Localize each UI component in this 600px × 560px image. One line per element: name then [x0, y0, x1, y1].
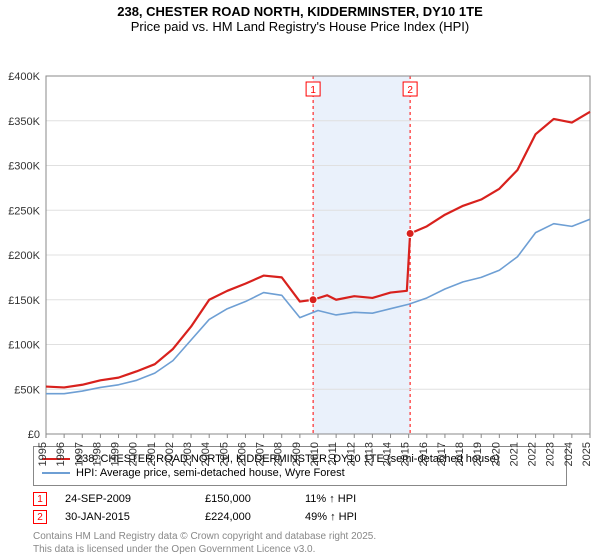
- svg-text:2013: 2013: [363, 442, 375, 466]
- svg-text:2000: 2000: [128, 442, 140, 466]
- chart-container: 238, CHESTER ROAD NORTH, KIDDERMINSTER, …: [0, 0, 600, 440]
- svg-text:1999: 1999: [110, 442, 122, 466]
- event-row: 2 30-JAN-2015 £224,000 49% ↑ HPI: [33, 510, 567, 524]
- svg-text:2015: 2015: [400, 442, 412, 466]
- svg-text:2019: 2019: [472, 442, 484, 466]
- event-row: 1 24-SEP-2009 £150,000 11% ↑ HPI: [33, 492, 567, 506]
- svg-text:£400K: £400K: [8, 71, 40, 83]
- svg-text:2014: 2014: [382, 442, 394, 466]
- svg-text:2025: 2025: [581, 442, 593, 466]
- svg-text:2012: 2012: [345, 442, 357, 466]
- svg-text:£200K: £200K: [8, 250, 40, 262]
- svg-text:1995: 1995: [37, 442, 49, 466]
- svg-text:2016: 2016: [418, 442, 430, 466]
- svg-text:1998: 1998: [91, 442, 103, 466]
- svg-text:2021: 2021: [508, 442, 520, 466]
- event-hpi: 49% ↑ HPI: [305, 511, 425, 523]
- event-date: 30-JAN-2015: [65, 511, 205, 523]
- footer-copyright: Contains HM Land Registry data © Crown c…: [33, 530, 567, 543]
- svg-text:2007: 2007: [255, 442, 267, 466]
- svg-text:2010: 2010: [309, 442, 321, 466]
- svg-text:2009: 2009: [291, 442, 303, 466]
- events-table: 1 24-SEP-2009 £150,000 11% ↑ HPI 2 30-JA…: [33, 492, 567, 524]
- svg-text:1997: 1997: [73, 442, 85, 466]
- svg-text:£350K: £350K: [8, 116, 40, 128]
- svg-text:£150K: £150K: [8, 295, 40, 307]
- svg-text:2023: 2023: [545, 442, 557, 466]
- svg-text:2001: 2001: [146, 442, 158, 466]
- svg-text:2018: 2018: [454, 442, 466, 466]
- svg-text:1: 1: [310, 85, 316, 96]
- svg-text:£50K: £50K: [14, 384, 40, 396]
- svg-text:2004: 2004: [200, 442, 212, 466]
- svg-text:2006: 2006: [236, 442, 248, 466]
- svg-text:£300K: £300K: [8, 161, 40, 173]
- line-chart: £0 £50K £100K £150K £200K £250K £300K £350K £400…: [0, 34, 600, 474]
- svg-text:£0: £0: [28, 429, 40, 441]
- svg-text:2002: 2002: [164, 442, 176, 466]
- svg-text:2022: 2022: [527, 442, 539, 466]
- chart-title-address: 238, CHESTER ROAD NORTH, KIDDERMINSTER, …: [0, 4, 600, 19]
- svg-text:2017: 2017: [436, 442, 448, 466]
- svg-text:2005: 2005: [218, 442, 230, 466]
- footer: Contains HM Land Registry data © Crown c…: [33, 530, 567, 556]
- event-marker-icon: 2: [33, 510, 47, 524]
- svg-text:£100K: £100K: [8, 340, 40, 352]
- chart-subtitle: Price paid vs. HM Land Registry's House …: [0, 19, 600, 34]
- svg-text:2008: 2008: [273, 442, 285, 466]
- svg-text:£250K: £250K: [8, 205, 40, 217]
- svg-text:2011: 2011: [327, 442, 339, 466]
- svg-text:2003: 2003: [182, 442, 194, 466]
- event-price: £150,000: [205, 493, 305, 505]
- event-hpi: 11% ↑ HPI: [305, 493, 425, 505]
- svg-text:2024: 2024: [563, 442, 575, 466]
- chart-titles: 238, CHESTER ROAD NORTH, KIDDERMINSTER, …: [0, 0, 600, 34]
- event-marker-icon: 1: [33, 492, 47, 506]
- footer-licence: This data is licensed under the Open Gov…: [33, 543, 567, 556]
- svg-text:1996: 1996: [55, 442, 67, 466]
- event-price: £224,000: [205, 511, 305, 523]
- event-date: 24-SEP-2009: [65, 493, 205, 505]
- svg-text:2: 2: [407, 85, 413, 96]
- svg-text:2020: 2020: [490, 442, 502, 466]
